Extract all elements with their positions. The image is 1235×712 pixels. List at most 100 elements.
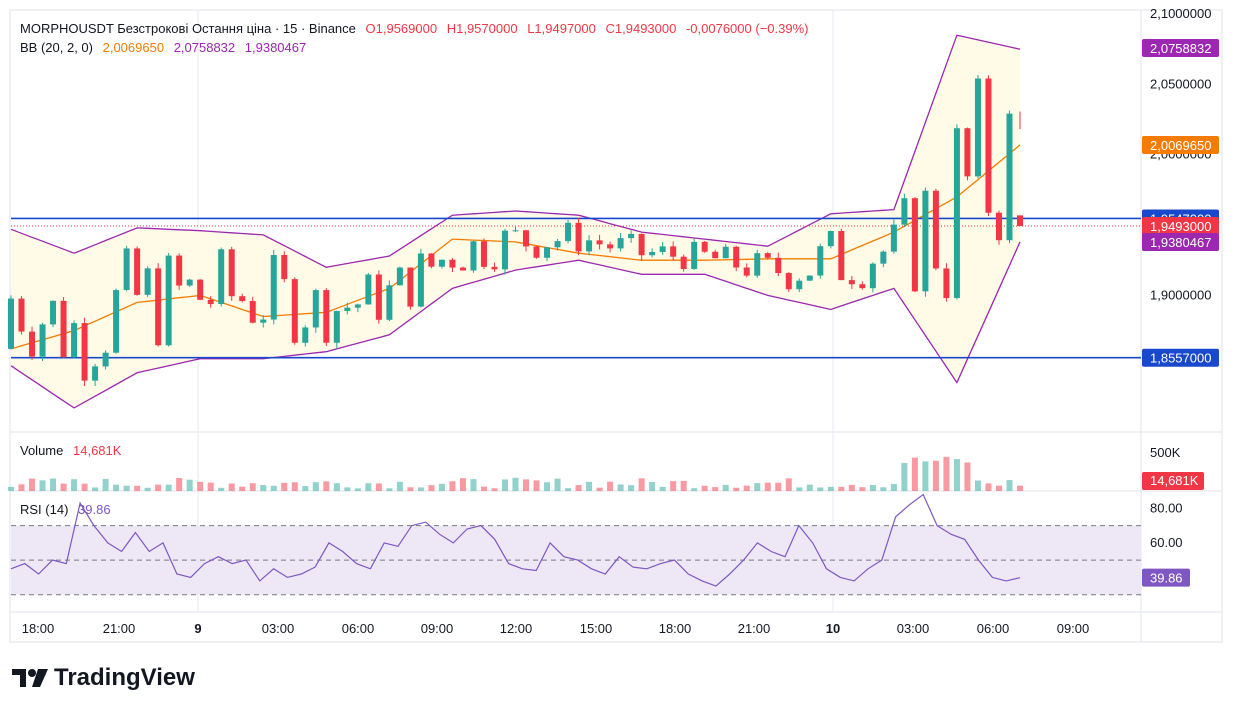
candle-body (701, 241, 708, 252)
volume-bar (113, 484, 120, 491)
bb-upper-value: 2,0758832 (173, 40, 236, 55)
volume-bar (375, 483, 382, 491)
volume-bar (71, 479, 78, 491)
candle-body (260, 319, 267, 323)
candle-body (911, 198, 918, 292)
price-tag-bg (1142, 232, 1219, 251)
candle (733, 245, 740, 272)
candle-body (186, 279, 193, 286)
volume-bar (827, 486, 834, 491)
candle (932, 188, 939, 271)
candle (743, 263, 750, 278)
volume-bar (932, 460, 939, 491)
candle (386, 280, 393, 322)
volume-bar (239, 486, 246, 491)
price-tag-text: 1,9493000 (1150, 219, 1211, 234)
candle (974, 75, 981, 179)
candle-body (638, 233, 645, 256)
volume-bar (386, 488, 393, 491)
candle-body (565, 222, 572, 242)
volume-value: 14,681K (73, 443, 122, 458)
candle-body (470, 241, 477, 271)
candle-body (533, 246, 540, 258)
candle (312, 288, 319, 333)
symbol-title: MORPHOUSDT Безстрокові Остання ціна · 15… (20, 21, 356, 36)
volume-bar (649, 482, 656, 491)
candle (438, 259, 445, 269)
price-tag-text: 2,0069650 (1150, 138, 1211, 153)
candle-body (733, 246, 740, 268)
candle (806, 275, 813, 282)
candle-body (659, 246, 666, 252)
candle-body (386, 285, 393, 320)
bb-band-fill (11, 35, 1020, 408)
volume-bar (428, 485, 435, 491)
volume-bar (407, 487, 414, 491)
candle (670, 241, 677, 261)
volume-bar (165, 484, 172, 491)
volume-bar (659, 486, 666, 491)
candle-body (123, 248, 130, 291)
candle-body (985, 78, 992, 213)
volume-bar (796, 487, 803, 491)
volume-bar (838, 486, 845, 491)
volume-bar (743, 485, 750, 491)
candle (323, 288, 330, 347)
candle-body (806, 275, 813, 281)
candle-body (890, 224, 897, 252)
candle (123, 245, 130, 292)
candle-body (218, 249, 225, 304)
volume-bar (764, 482, 771, 491)
candle (207, 295, 214, 308)
candle-body (617, 238, 624, 249)
tradingview-logo[interactable]: TradingView (12, 664, 195, 692)
candle-body (764, 253, 771, 258)
candle-body (586, 240, 593, 252)
time-tick-label: 21:00 (738, 621, 771, 636)
volume-bar (596, 487, 603, 491)
candle-body (197, 279, 204, 300)
volume-bar (754, 483, 761, 491)
candle-body (281, 254, 288, 280)
candle-body (943, 268, 950, 299)
candle (890, 219, 897, 254)
volume-tag-text: 14,681K (1150, 473, 1199, 488)
candle-body (523, 230, 530, 247)
candle (754, 249, 761, 278)
time-tick-label: 9 (194, 621, 201, 636)
candle (155, 263, 162, 347)
candle-body (922, 190, 929, 292)
volume-bar (228, 483, 235, 491)
volume-bar (712, 487, 719, 491)
candle (239, 293, 246, 303)
rsi-label: RSI (14) (20, 502, 69, 517)
candle (596, 234, 603, 250)
candle (680, 254, 687, 272)
volume-bar (859, 487, 866, 491)
bb-lower-value: 1,9380467 (244, 40, 307, 55)
rsi-tag-bg (1142, 568, 1190, 587)
candle (407, 267, 414, 310)
bb-label: BB (20, 2, 0) (20, 40, 93, 55)
volume-bar (344, 487, 351, 491)
volume-bar (995, 485, 1002, 491)
candle-body (428, 253, 435, 267)
candle-body (817, 246, 824, 276)
volume-bar (260, 485, 267, 491)
price-tag: 2,0069650 (1142, 136, 1219, 155)
volume-bar (512, 477, 519, 491)
volume-bar (586, 481, 593, 491)
volume-bar (691, 488, 698, 491)
candle-body (239, 296, 246, 302)
candle-body (680, 256, 687, 269)
tradingview-logo-icon (12, 669, 48, 687)
candle-body (491, 266, 498, 270)
volume-bar (417, 487, 424, 491)
volume-bar (670, 481, 677, 491)
volume-bar (29, 478, 36, 491)
high-value: H1,9570000 (446, 21, 518, 36)
candle (523, 229, 530, 252)
candle-body (501, 230, 508, 270)
candle-body (354, 304, 361, 308)
